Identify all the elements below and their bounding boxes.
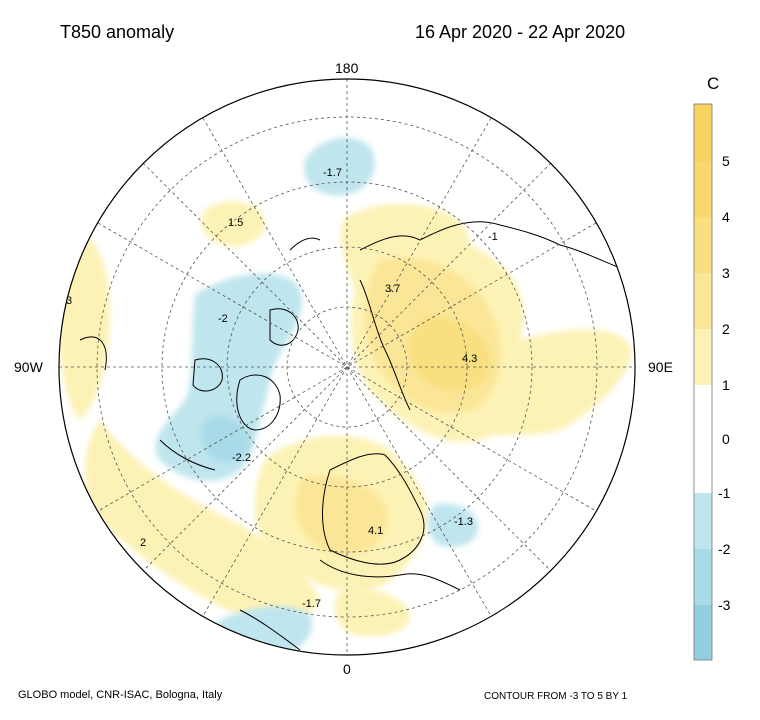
colorbar <box>693 103 713 661</box>
lon-label-left: 90W <box>14 359 43 375</box>
lon-label-right: 90E <box>648 359 673 375</box>
cold-anomaly-canada <box>155 273 302 481</box>
colorbar-band <box>694 385 712 493</box>
warm-anomaly-siberia-center <box>409 317 491 391</box>
anomaly-label: 4.3 <box>462 353 477 365</box>
colorbar-frame <box>693 103 713 661</box>
colorbar-band <box>694 104 712 161</box>
lon-label-top: 180 <box>335 60 359 76</box>
coast-alaska <box>289 237 321 251</box>
colorbar-tick: 1 <box>722 377 730 393</box>
anomaly-field <box>59 137 632 655</box>
warm-anomaly-west-edge <box>59 228 110 420</box>
date-range: 16 Apr 2020 - 22 Apr 2020 <box>415 22 626 42</box>
map-border <box>58 78 636 656</box>
coastlines <box>79 221 626 651</box>
coast-greenland <box>236 374 281 431</box>
source-credit: GLOBO model, CNR-ISAC, Bologna, Italy <box>18 689 223 701</box>
anomaly-labels: -1.7 1.5 -1 3.7 -2 4.3 3 -2.2 -1.3 4.1 2… <box>66 167 498 610</box>
anomaly-label: 4.1 <box>368 525 383 537</box>
contour-note: CONTOUR FROM -3 TO 5 BY 1 <box>484 691 628 702</box>
anomaly-label: -1 <box>488 231 498 243</box>
graticule <box>59 79 635 655</box>
colorbar-tick: -2 <box>718 541 731 557</box>
cold-anomaly-south-atlantic <box>214 605 312 655</box>
colorbar-tick: 4 <box>722 209 730 225</box>
cold-anomaly-canada-core <box>201 416 250 462</box>
cold-anomaly-caspian <box>428 503 479 547</box>
anomaly-label: 3.7 <box>385 283 400 295</box>
colorbar-tick: -1 <box>718 485 731 501</box>
coast-canada-archipelago <box>269 308 299 346</box>
anomaly-label: -1.3 <box>454 516 473 528</box>
anomaly-label: 3 <box>66 295 72 307</box>
coast-north-america <box>79 336 301 651</box>
anomaly-label: -1.7 <box>302 598 321 610</box>
colorbar-tick: 2 <box>722 321 730 337</box>
colorbar-band <box>694 605 712 660</box>
warm-anomaly-europe-core <box>295 476 388 555</box>
anomaly-label: 2 <box>140 537 146 549</box>
anomaly-label: 1.5 <box>228 217 243 229</box>
colorbar-tick: 5 <box>722 153 730 169</box>
colorbar-band <box>694 273 712 329</box>
colorbar-tick: 0 <box>722 431 730 447</box>
anomaly-label: -1.7 <box>323 167 342 179</box>
coast-europe <box>322 453 425 565</box>
colorbar-tick: -3 <box>718 597 731 613</box>
warm-anomaly-africa <box>335 588 411 637</box>
anomaly-label: -2.2 <box>232 452 251 464</box>
coast-siberia-west <box>359 279 411 411</box>
colorbar-tick: 3 <box>722 265 730 281</box>
colorbar-band <box>694 161 712 217</box>
colorbar-band <box>694 217 712 273</box>
chart-title: T850 anomaly <box>60 22 175 42</box>
coast-eurasia-north <box>359 221 626 271</box>
warm-anomaly-atlantic <box>85 420 320 624</box>
cold-anomaly-pacific <box>304 137 375 196</box>
colorbar-band <box>694 329 712 385</box>
coast-mediterranean <box>319 559 461 591</box>
anomaly-label: -2 <box>218 313 228 325</box>
colorbar-unit: C <box>707 74 720 93</box>
coast-hudson <box>192 358 223 392</box>
lon-label-bottom: 0 <box>343 661 351 677</box>
colorbar-band <box>694 549 712 605</box>
colorbar-band <box>694 493 712 549</box>
